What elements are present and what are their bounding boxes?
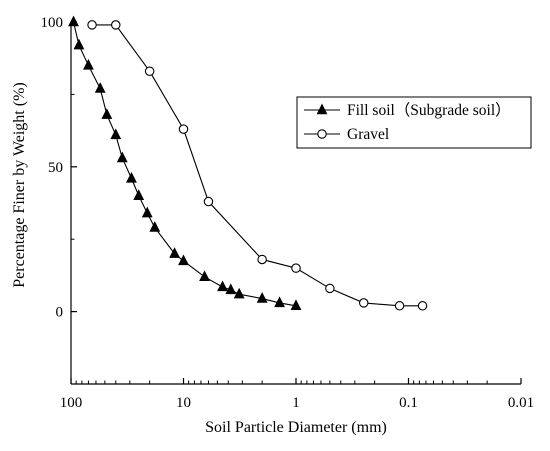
x-tick-label: 10 <box>176 395 191 411</box>
legend-entry: Gravel <box>304 126 389 143</box>
legend-circle-marker <box>317 129 327 139</box>
data-point-circle <box>111 20 121 30</box>
y-tick-label: 0 <box>56 305 64 321</box>
data-point-circle <box>203 196 214 207</box>
data-point-triangle <box>290 299 302 310</box>
data-point-circle <box>144 66 155 76</box>
legend-label: Gravel <box>347 126 389 143</box>
data-point-triangle <box>94 82 106 93</box>
data-point-triangle <box>68 15 79 27</box>
series-layer <box>68 15 428 311</box>
legend-entry: Fill soil（Subgrade soil） <box>304 102 511 119</box>
data-point-circle <box>358 298 369 308</box>
data-point-triangle <box>233 287 245 299</box>
data-point-circle <box>394 301 405 311</box>
axes: 100 10 1 0.1 0.01 100 50 0 <box>41 15 535 411</box>
data-point-triangle <box>274 296 285 308</box>
data-point-triangle <box>141 206 153 218</box>
data-point-triangle <box>178 254 189 266</box>
x-tick-label: 1 <box>292 395 300 411</box>
x-tick-label: 0.01 <box>508 395 534 411</box>
series-fill-soil <box>68 15 302 310</box>
y-tick-label: 50 <box>48 160 63 176</box>
data-point-triangle <box>225 283 237 295</box>
data-point-triangle <box>116 151 128 163</box>
data-point-triangle <box>73 38 85 50</box>
data-point-triangle <box>101 108 113 119</box>
data-point-triangle <box>126 171 137 183</box>
x-tick-label: 0.1 <box>399 395 418 411</box>
series-gravel <box>87 20 428 311</box>
legend-triangle-marker <box>316 103 328 115</box>
legend: Fill soil（Subgrade soil） Gravel <box>296 96 532 149</box>
data-point-triangle <box>133 189 145 200</box>
data-point-triangle <box>256 292 268 303</box>
x-tick-label: 100 <box>60 395 83 411</box>
legend-label: Fill soil（Subgrade soil） <box>347 102 511 119</box>
data-point-triangle <box>110 128 122 140</box>
data-point-circle <box>291 263 301 273</box>
data-point-triangle <box>149 221 161 232</box>
legend-box <box>296 96 532 149</box>
data-point-triangle <box>83 58 94 70</box>
series-line <box>92 24 423 307</box>
data-point-circle <box>87 20 97 30</box>
data-point-triangle <box>217 280 228 292</box>
data-point-triangle <box>169 247 180 258</box>
y-axis-title: Percentage Finer by Weight (%) <box>11 82 28 287</box>
data-point-circle <box>325 283 335 294</box>
x-axis-title: Soil Particle Diameter (mm) <box>205 419 387 436</box>
data-point-triangle <box>199 270 210 282</box>
y-tick-label: 100 <box>41 15 64 31</box>
data-point-circle <box>178 124 189 134</box>
data-point-circle <box>417 301 428 311</box>
data-point-circle <box>257 254 267 265</box>
